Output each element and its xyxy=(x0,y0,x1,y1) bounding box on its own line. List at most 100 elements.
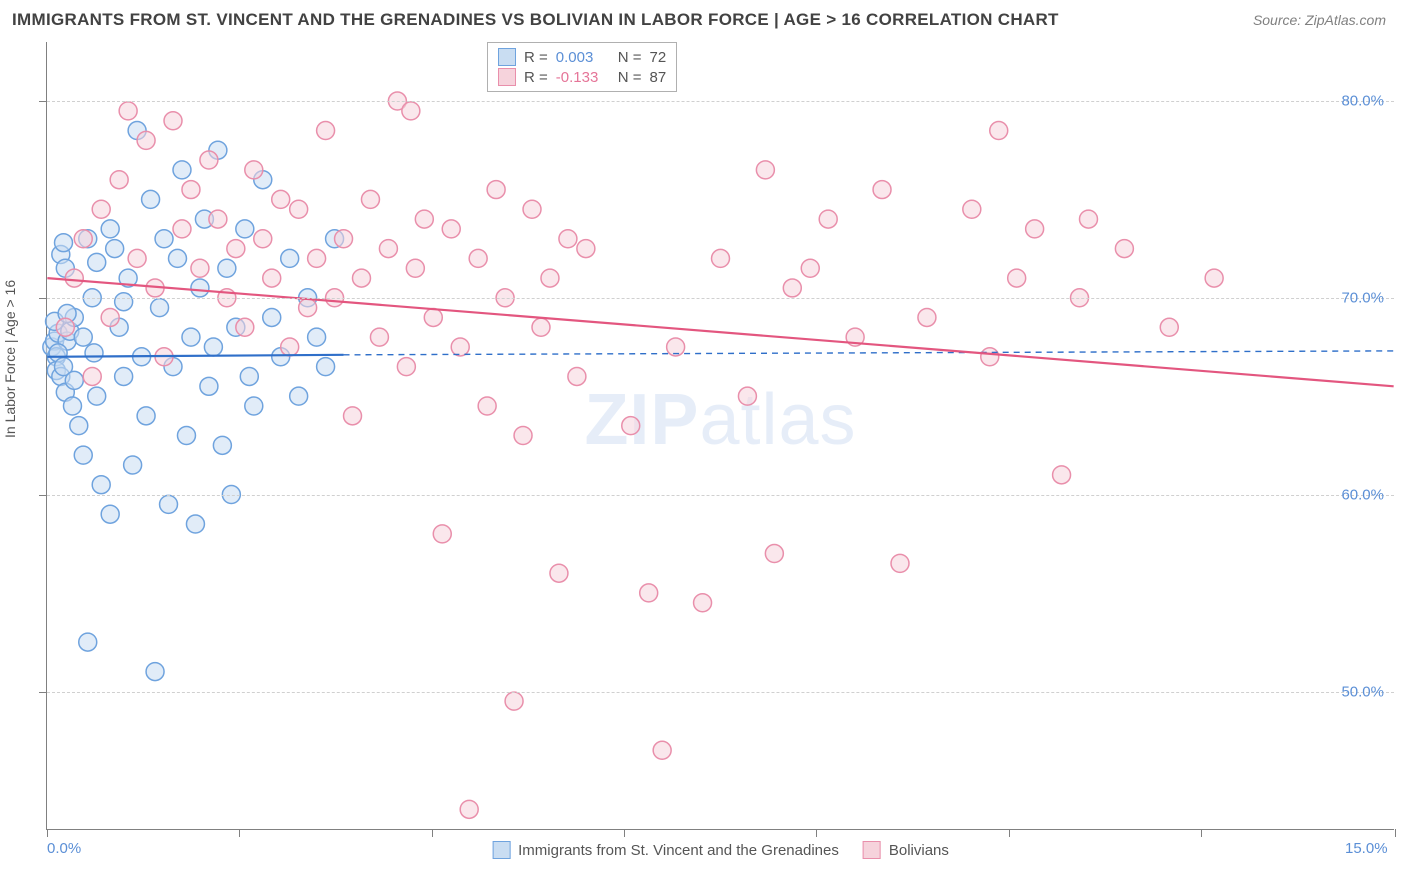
data-point xyxy=(1205,269,1223,287)
y-tick xyxy=(39,298,47,299)
data-point xyxy=(442,220,460,238)
data-point xyxy=(182,181,200,199)
legend-label: Bolivians xyxy=(889,842,949,859)
data-point xyxy=(335,230,353,248)
y-tick-label: 60.0% xyxy=(1341,487,1384,504)
data-point xyxy=(308,249,326,267)
data-point xyxy=(160,495,178,513)
x-tick xyxy=(239,829,240,837)
y-axis-label: In Labor Force | Age > 16 xyxy=(2,280,18,438)
data-point xyxy=(469,249,487,267)
data-point xyxy=(918,308,936,326)
gridline xyxy=(47,495,1394,496)
data-point xyxy=(397,358,415,376)
data-point xyxy=(137,407,155,425)
chart-title: IMMIGRANTS FROM ST. VINCENT AND THE GREN… xyxy=(12,10,1059,30)
data-point xyxy=(245,161,263,179)
x-tick xyxy=(47,829,48,837)
data-point xyxy=(765,545,783,563)
data-point xyxy=(981,348,999,366)
data-point xyxy=(783,279,801,297)
x-tick xyxy=(816,829,817,837)
data-point xyxy=(738,387,756,405)
data-point xyxy=(200,377,218,395)
data-point xyxy=(460,800,478,818)
y-tick-label: 50.0% xyxy=(1341,684,1384,701)
data-point xyxy=(124,456,142,474)
data-point xyxy=(88,253,106,271)
data-point xyxy=(209,210,227,228)
data-point xyxy=(541,269,559,287)
data-point xyxy=(65,371,83,389)
data-point xyxy=(451,338,469,356)
data-point xyxy=(254,230,272,248)
data-point xyxy=(63,397,81,415)
data-point xyxy=(1079,210,1097,228)
data-point xyxy=(236,220,254,238)
data-point xyxy=(559,230,577,248)
data-point xyxy=(55,234,73,252)
regression-extrapolation xyxy=(344,351,1394,355)
data-point xyxy=(85,344,103,362)
gridline xyxy=(47,101,1394,102)
data-point xyxy=(245,397,263,415)
data-point xyxy=(115,367,133,385)
data-point xyxy=(70,417,88,435)
y-tick xyxy=(39,495,47,496)
data-point xyxy=(550,564,568,582)
data-point xyxy=(873,181,891,199)
data-point xyxy=(146,663,164,681)
data-point xyxy=(272,190,290,208)
data-point xyxy=(963,200,981,218)
swatch-icon xyxy=(492,841,510,859)
data-point xyxy=(1008,269,1026,287)
data-point xyxy=(415,210,433,228)
x-tick xyxy=(624,829,625,837)
data-point xyxy=(1160,318,1178,336)
data-point xyxy=(1053,466,1071,484)
series-legend: Immigrants from St. Vincent and the Gren… xyxy=(492,841,949,859)
data-point xyxy=(299,299,317,317)
data-point xyxy=(370,328,388,346)
data-point xyxy=(640,584,658,602)
scatter-plot-svg xyxy=(47,42,1394,829)
data-point xyxy=(74,328,92,346)
data-point xyxy=(204,338,222,356)
data-point xyxy=(164,112,182,130)
y-tick-label: 80.0% xyxy=(1341,93,1384,110)
data-point xyxy=(653,741,671,759)
data-point xyxy=(218,259,236,277)
x-tick xyxy=(1395,829,1396,837)
x-tick xyxy=(1201,829,1202,837)
data-point xyxy=(344,407,362,425)
data-point xyxy=(83,367,101,385)
data-point xyxy=(115,293,133,311)
data-point xyxy=(1026,220,1044,238)
data-point xyxy=(317,358,335,376)
data-point xyxy=(182,328,200,346)
swatch-icon xyxy=(863,841,881,859)
data-point xyxy=(281,249,299,267)
data-point xyxy=(819,210,837,228)
data-point xyxy=(155,230,173,248)
data-point xyxy=(236,318,254,336)
gridline xyxy=(47,692,1394,693)
y-tick xyxy=(39,101,47,102)
data-point xyxy=(92,476,110,494)
data-point xyxy=(361,190,379,208)
gridline xyxy=(47,298,1394,299)
data-point xyxy=(532,318,550,336)
data-point xyxy=(353,269,371,287)
data-point xyxy=(137,131,155,149)
data-point xyxy=(990,122,1008,140)
data-point xyxy=(213,436,231,454)
data-point xyxy=(281,338,299,356)
data-point xyxy=(74,230,92,248)
data-point xyxy=(379,240,397,258)
data-point xyxy=(119,102,137,120)
y-tick xyxy=(39,692,47,693)
data-point xyxy=(694,594,712,612)
data-point xyxy=(186,515,204,533)
data-point xyxy=(56,318,74,336)
data-point xyxy=(177,427,195,445)
